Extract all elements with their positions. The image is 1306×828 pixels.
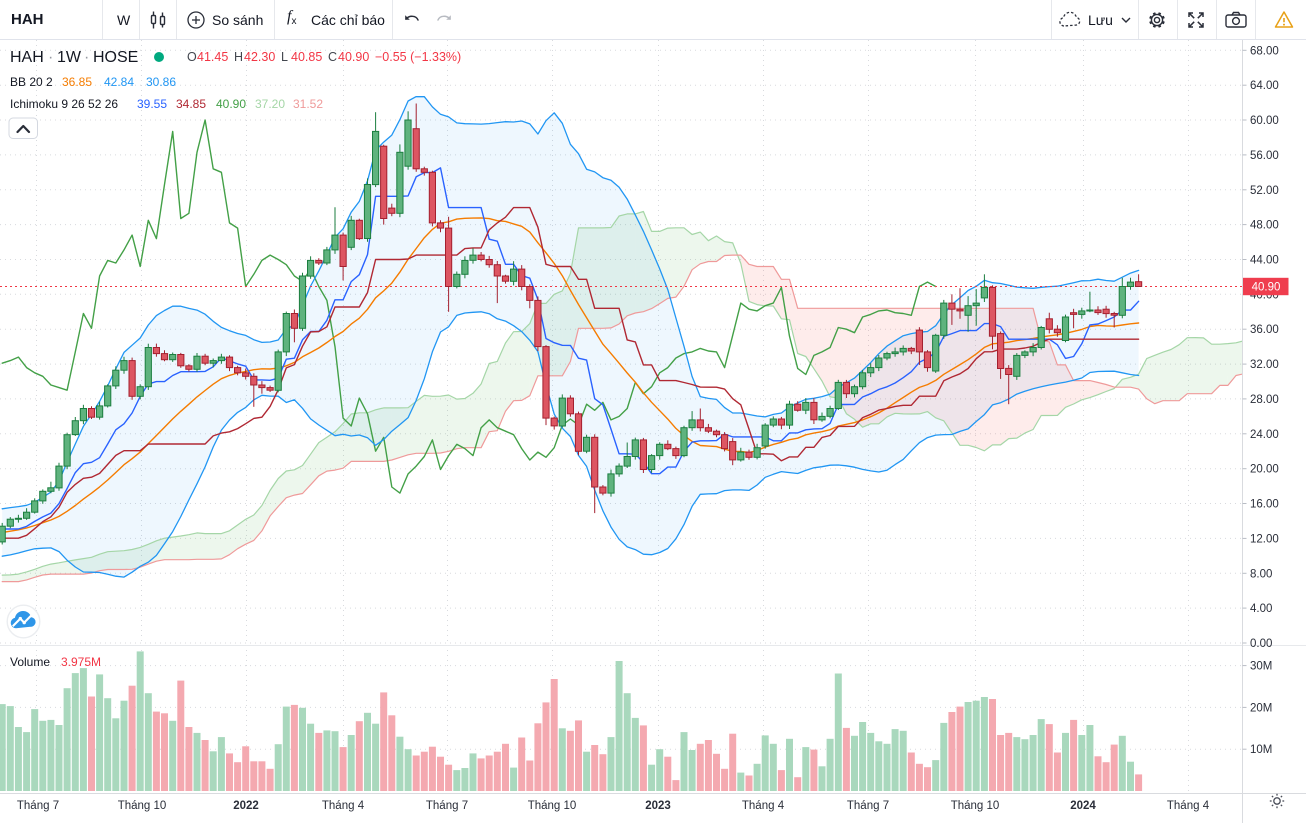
svg-text:Tháng 10: Tháng 10 — [951, 800, 1000, 812]
svg-text:Tháng 4: Tháng 4 — [322, 800, 365, 812]
svg-text:52.00: 52.00 — [1250, 185, 1279, 197]
svg-text:O: O — [187, 50, 197, 64]
svg-text:20M: 20M — [1250, 702, 1272, 714]
svg-text:40.90: 40.90 — [1252, 282, 1281, 294]
svg-text:Tháng 10: Tháng 10 — [118, 800, 167, 812]
svg-text:Tháng 7: Tháng 7 — [426, 800, 468, 812]
svg-text:HAH: HAH — [10, 49, 44, 66]
svg-text:4.00: 4.00 — [1250, 603, 1272, 615]
svg-text:30.86: 30.86 — [146, 75, 176, 89]
svg-text:36.85: 36.85 — [62, 75, 92, 89]
svg-text:Tháng 7: Tháng 7 — [847, 800, 889, 812]
svg-text:41.45: 41.45 — [197, 50, 228, 64]
svg-text:34.85: 34.85 — [176, 97, 206, 111]
svg-text:16.00: 16.00 — [1250, 499, 1279, 511]
svg-text:30M: 30M — [1250, 661, 1272, 673]
svg-text:·: · — [48, 49, 53, 66]
svg-text:1W: 1W — [57, 49, 82, 66]
svg-text:48.00: 48.00 — [1250, 220, 1279, 232]
svg-text:60.00: 60.00 — [1250, 115, 1279, 127]
svg-text:C: C — [328, 50, 337, 64]
svg-text:68.00: 68.00 — [1250, 45, 1279, 57]
svg-text:Volume: Volume — [10, 655, 50, 669]
svg-text:36.00: 36.00 — [1250, 324, 1279, 336]
svg-text:10M: 10M — [1250, 744, 1272, 756]
svg-text:24.00: 24.00 — [1250, 429, 1279, 441]
svg-text:31.52: 31.52 — [293, 97, 323, 111]
svg-text:Tháng 7: Tháng 7 — [17, 800, 59, 812]
svg-text:2024: 2024 — [1070, 800, 1096, 812]
svg-text:28.00: 28.00 — [1250, 394, 1279, 406]
svg-text:42.84: 42.84 — [104, 75, 134, 89]
svg-text:44.00: 44.00 — [1250, 255, 1279, 267]
svg-text:·: · — [84, 49, 89, 66]
svg-text:Ichimoku 9 26 52 26: Ichimoku 9 26 52 26 — [10, 97, 118, 111]
svg-text:37.20: 37.20 — [255, 97, 285, 111]
svg-text:20.00: 20.00 — [1250, 464, 1279, 476]
svg-text:40.90: 40.90 — [216, 97, 246, 111]
svg-text:3.975M: 3.975M — [61, 655, 101, 669]
svg-text:40.90: 40.90 — [338, 50, 369, 64]
svg-text:2022: 2022 — [233, 800, 259, 812]
svg-text:39.55: 39.55 — [137, 97, 167, 111]
svg-text:Tháng 4: Tháng 4 — [1167, 800, 1210, 812]
svg-text:HOSE: HOSE — [93, 49, 138, 66]
svg-text:32.00: 32.00 — [1250, 359, 1279, 371]
svg-text:2023: 2023 — [645, 800, 671, 812]
svg-text:42.30: 42.30 — [244, 50, 275, 64]
svg-text:64.00: 64.00 — [1250, 80, 1279, 92]
svg-text:40.85: 40.85 — [291, 50, 322, 64]
svg-text:BB 20 2: BB 20 2 — [10, 75, 53, 89]
svg-text:Tháng 10: Tháng 10 — [528, 800, 577, 812]
svg-text:−0.55 (−1.33%): −0.55 (−1.33%) — [375, 50, 461, 64]
svg-text:Tháng 4: Tháng 4 — [742, 800, 785, 812]
svg-text:56.00: 56.00 — [1250, 150, 1279, 162]
svg-text:12.00: 12.00 — [1250, 533, 1279, 545]
svg-text:0.00: 0.00 — [1250, 638, 1272, 650]
svg-text:L: L — [281, 50, 288, 64]
svg-text:8.00: 8.00 — [1250, 568, 1272, 580]
svg-text:H: H — [234, 50, 243, 64]
